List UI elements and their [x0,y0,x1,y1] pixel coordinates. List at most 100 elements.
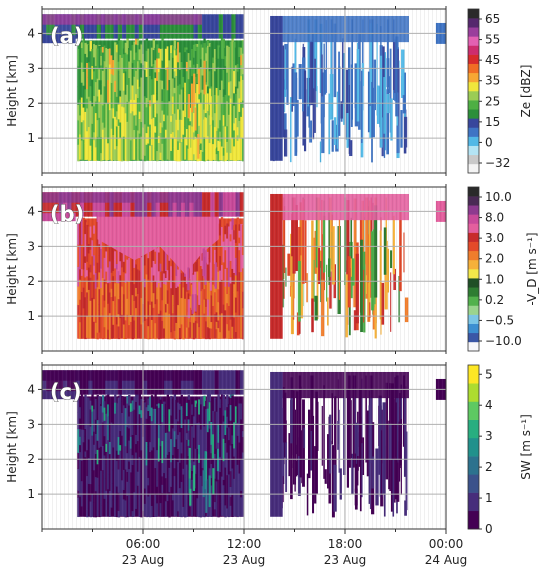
colorbar-tick-label: 3 [485,429,493,443]
colorbar-tick-label: 35 [485,74,500,88]
colorbar-swatch [468,163,479,174]
colorbar-tick-label: 0.2 [485,293,504,307]
colorbar-frame [467,8,480,174]
x-tick-label-time: 12:00 [227,537,262,551]
y-tick-label: 2 [27,96,35,110]
colorbar-swatch [468,45,479,55]
colorbar-swatch [468,492,479,512]
colorbar-tick-label: 25 [485,94,500,108]
colorbar-tick-label: −10.0 [485,334,522,348]
colorbar-swatch [468,314,479,324]
colorbar-swatch [468,474,479,493]
panel-c: 1 2 3 4 (c) Height [km] 0 1 2 3 4 5 SW [m s⁻¹] 0… [5,362,533,567]
colorbar-swatch [468,136,479,146]
colorbar-swatch [468,91,479,101]
colorbar-tick-label: 0 [485,135,493,149]
colorbar-tick-label: −0.5 [485,313,514,327]
colorbar-tick-label: 5 [485,367,493,381]
colorbar-swatch [468,510,479,530]
colorbar-swatch [468,383,479,402]
y-tick-label: 4 [27,382,35,396]
colorbar-swatch [468,214,479,224]
y-tick-label: 3 [27,61,35,75]
colorbar-tick-label: 8.0 [485,211,504,225]
panel-label-c: (c) [50,380,82,404]
colorbar-swatch [468,305,479,315]
colorbar-swatch [468,205,479,215]
colorbar-swatch [468,187,479,197]
x-tick-label-time: 18:00 [328,537,363,551]
colorbar-swatch [468,456,479,475]
x-tick-label-date: 24 Aug [425,553,468,567]
colorbar-swatch [468,81,479,92]
colorbar-swatch [468,109,479,119]
panel-label-a: (a) [50,24,83,48]
colorbar-tick-label: 2 [485,460,493,474]
colorbar-swatch [468,250,479,261]
colorbar-tick-label: 15 [485,115,500,129]
y-tick-label: 2 [27,452,35,466]
y-tick-label: 1 [27,309,35,323]
colorbar-tick-label: 65 [485,12,500,26]
colorbar-swatch [468,341,479,352]
colorbar-swatch [468,241,479,252]
colorbar-swatch [468,18,479,28]
colorbar-label-c: SW [m s⁻¹] [519,414,533,480]
y-axis-label-b: Height [km] [5,233,19,304]
colorbar-swatch [468,9,479,19]
colorbar-tick-label: 55 [485,33,500,47]
y-tick-label: 4 [27,26,35,40]
colorbar-tick-label: 10.0 [485,190,512,204]
colorbar-tick-label: 2.0 [485,252,504,266]
x-tick-label-date: 23 Aug [324,553,367,567]
colorbar-tick-label: 45 [485,53,500,67]
colorbar-swatch [468,259,479,270]
colorbar-swatch [468,401,479,420]
colorbar-frame [467,364,480,530]
colorbar-swatch [468,437,479,457]
colorbar-swatch [468,332,479,343]
panel-label-b: (b) [50,202,84,226]
y-tick-label: 1 [27,131,35,145]
y-tick-label: 4 [27,204,35,218]
x-tick-label-time: 06:00 [126,537,161,551]
colorbar-swatch [468,118,479,128]
colorbar-swatch [468,100,479,110]
y-axis-label-c: Height [km] [5,411,19,482]
x-tick-label-date: 23 Aug [122,553,165,567]
colorbar-swatch [468,223,479,233]
colorbar-swatch [468,287,479,297]
colorbar-swatch [468,196,479,206]
colorbar-tick-label: −32 [485,156,510,170]
colorbar-swatch [468,232,479,242]
colorbar-tick-label: 1.0 [485,272,504,286]
colorbar-swatch [468,296,479,306]
y-tick-label: 1 [27,487,35,501]
colorbar-swatch [468,145,479,156]
colorbar-swatch [468,419,479,439]
colorbar-swatch [468,36,479,46]
x-tick-label-date: 23 Aug [223,553,266,567]
y-axis-label-a: Height [km] [5,55,19,126]
colorbar-swatch [468,323,479,334]
colorbar-swatch [468,154,479,165]
colorbar-label-b: -V_D [m s⁻¹] [525,232,539,305]
x-tick-label-time: 00:00 [429,537,464,551]
y-tick-label: 3 [27,417,35,431]
colorbar-label-a: Ze [dBZ] [519,65,533,118]
panel-a: 1 2 3 4 (a) Height [km] 65 55 45 35 25 15 0 −32 Ze… [5,6,533,176]
colorbar-swatch [468,63,479,74]
colorbar-swatch [468,54,479,64]
colorbar-tick-label: 4 [485,398,493,412]
colorbar-swatch [468,27,479,37]
colorbar-frame [467,186,480,352]
colorbar-swatch [468,127,479,137]
colorbar-tick-label: 3.0 [485,231,504,245]
panel-b: 1 2 3 4 (b) Height [km] 10.0 8.0 3.0 2.0 1.0 0.2… [5,184,539,354]
colorbar-tick-label: 0 [485,522,493,536]
colorbar-tick-label: 1 [485,491,493,505]
y-tick-label: 2 [27,274,35,288]
colorbar-swatch [468,278,479,288]
colorbar-swatch [468,72,479,83]
